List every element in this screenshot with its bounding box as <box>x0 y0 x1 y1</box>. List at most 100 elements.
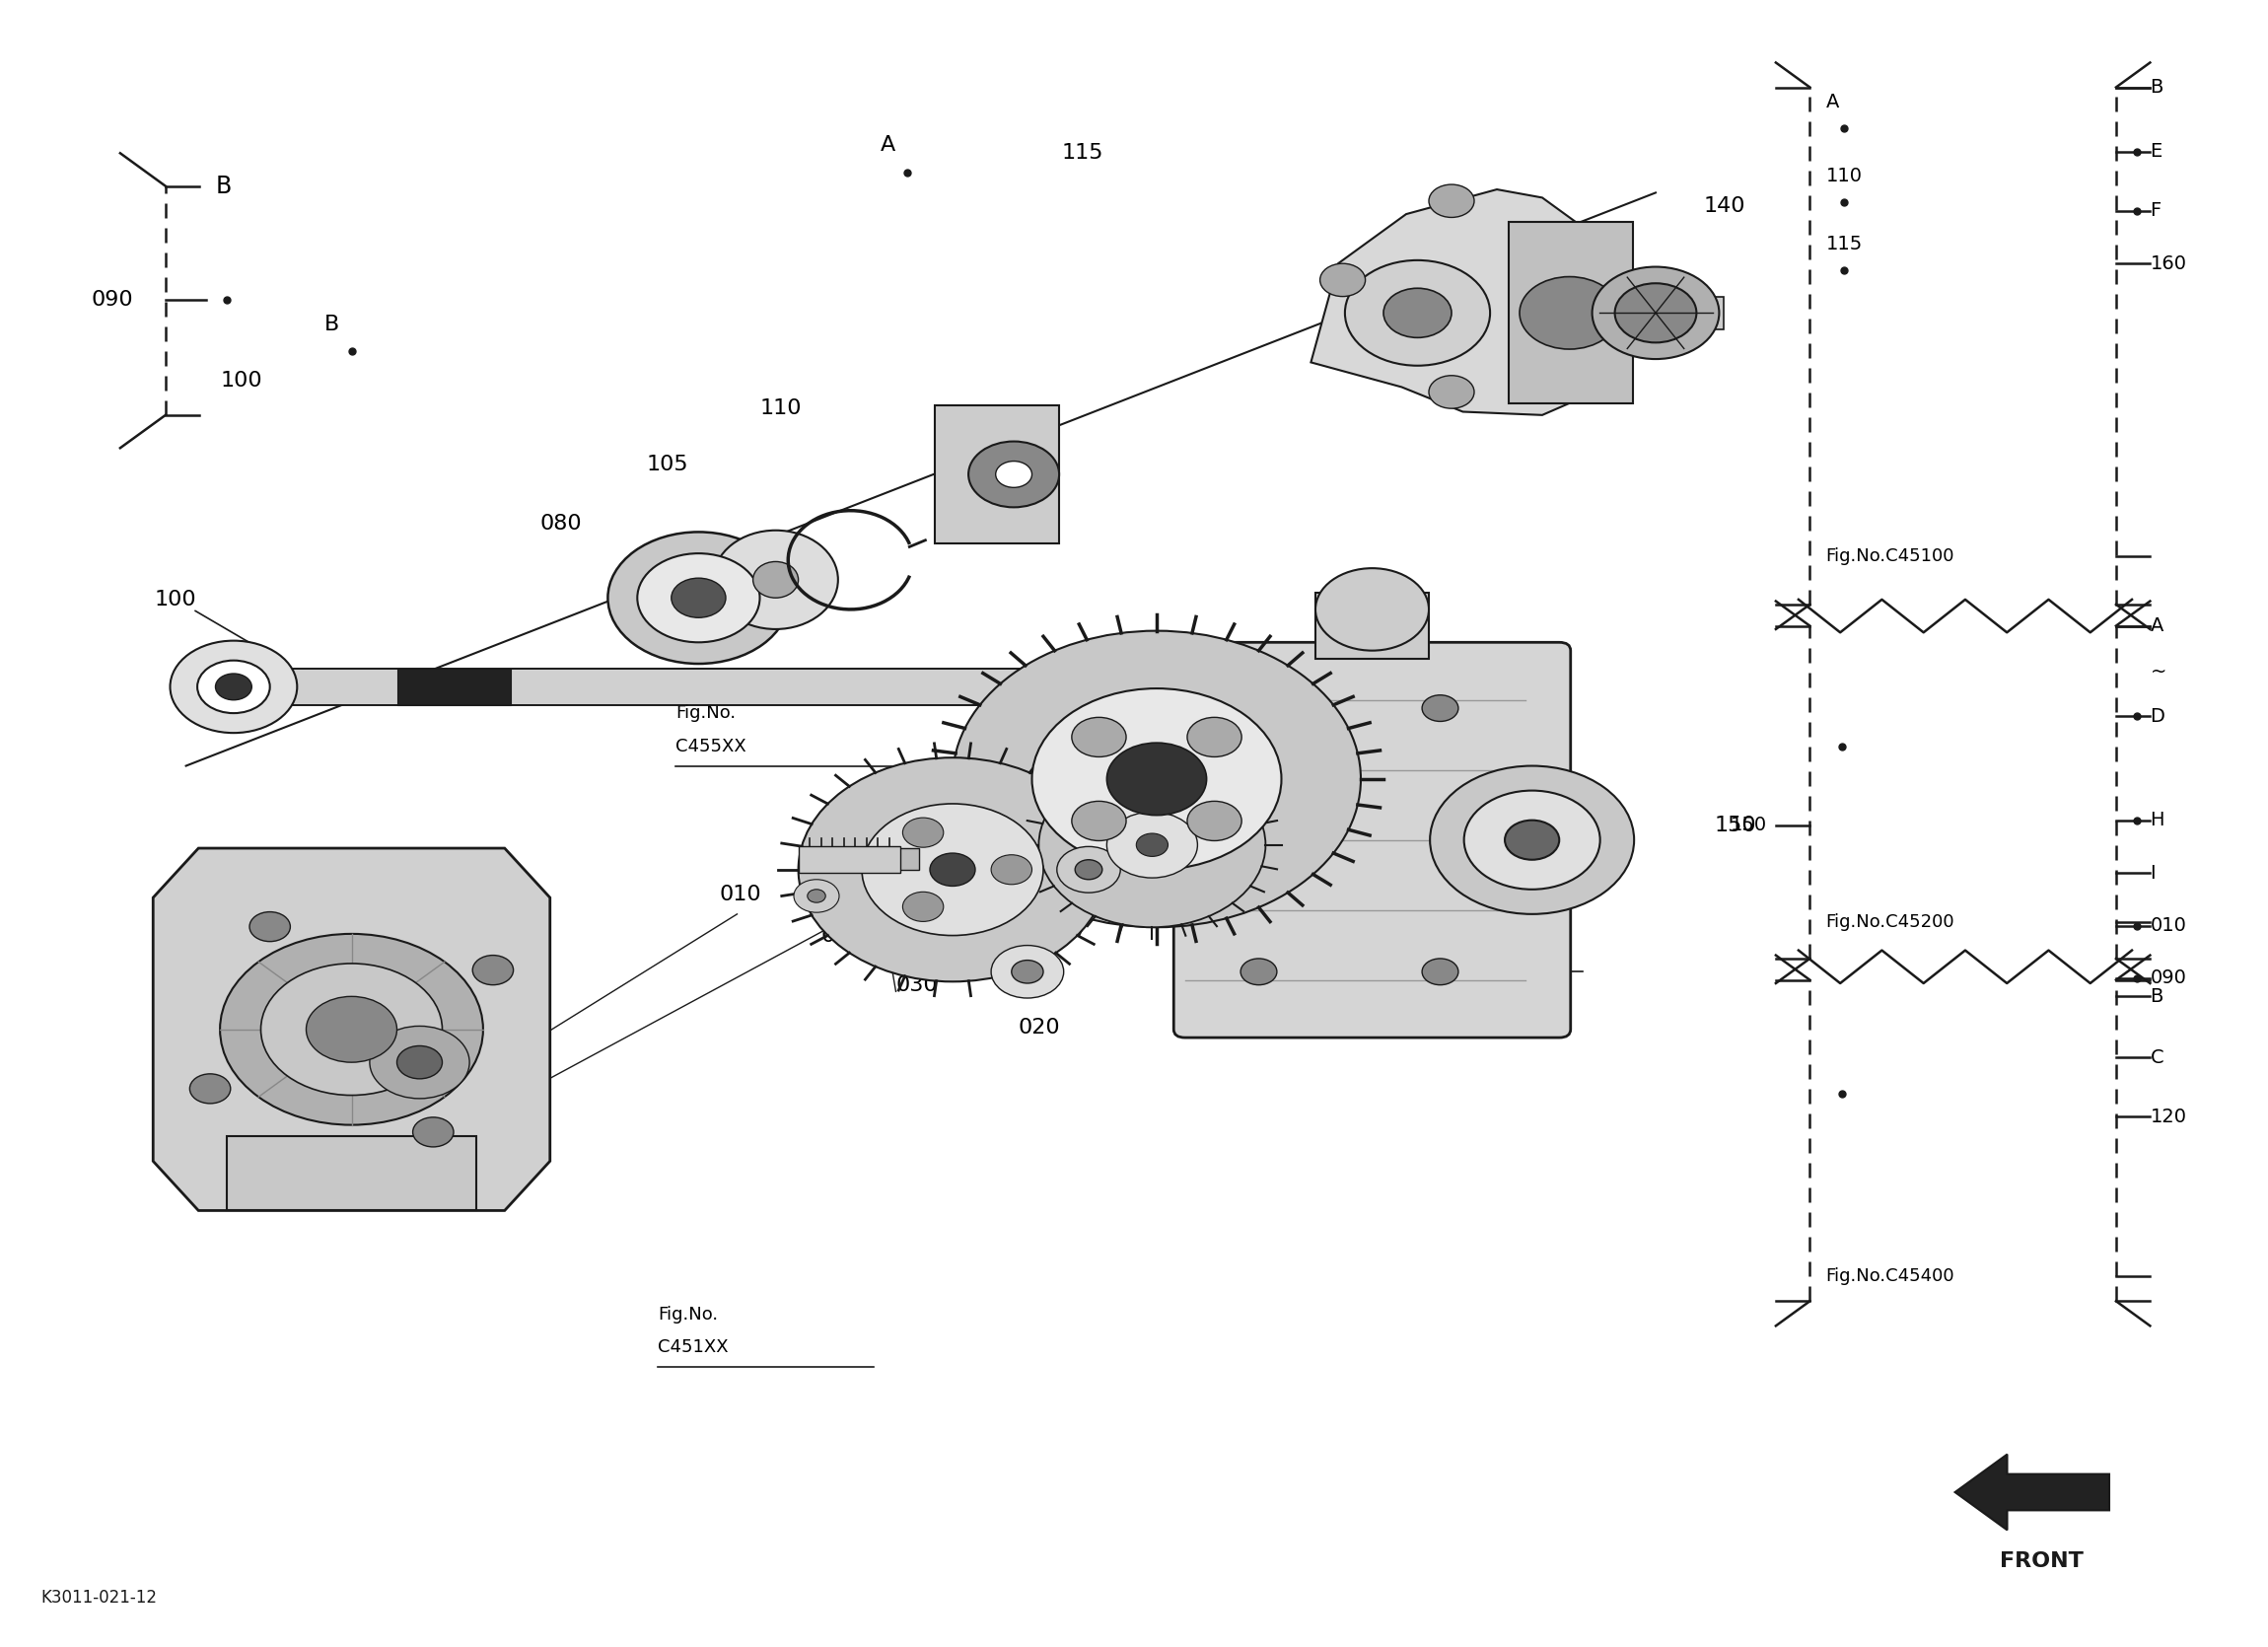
Circle shape <box>1186 800 1241 840</box>
Circle shape <box>1073 718 1127 758</box>
Circle shape <box>794 879 839 912</box>
Text: 090: 090 <box>91 290 134 310</box>
Circle shape <box>220 934 483 1125</box>
Circle shape <box>1429 376 1474 408</box>
Text: A: A <box>880 135 896 155</box>
Circle shape <box>1163 771 1261 843</box>
Circle shape <box>862 804 1043 935</box>
Circle shape <box>1241 959 1277 985</box>
Text: C451XX: C451XX <box>658 1339 728 1355</box>
Circle shape <box>903 893 943 922</box>
Text: 100: 100 <box>154 590 197 609</box>
Text: D: D <box>2150 707 2164 726</box>
Text: 110: 110 <box>760 399 801 418</box>
Circle shape <box>1012 960 1043 983</box>
Circle shape <box>1057 847 1120 893</box>
Text: Fig.No.: Fig.No. <box>1368 911 1429 927</box>
Circle shape <box>197 660 270 713</box>
Circle shape <box>306 996 397 1062</box>
Circle shape <box>397 1046 442 1079</box>
Text: Fig.No.: Fig.No. <box>676 705 737 721</box>
Text: 090: 090 <box>2150 968 2186 988</box>
Circle shape <box>991 855 1032 884</box>
Text: Fig.No.C45200: Fig.No.C45200 <box>1826 914 1955 931</box>
Text: 120: 120 <box>1379 331 1420 351</box>
Circle shape <box>261 963 442 1095</box>
Text: K3011-021-12: K3011-021-12 <box>41 1589 156 1606</box>
Circle shape <box>1520 277 1619 349</box>
Text: ~: ~ <box>2150 662 2166 682</box>
Bar <box>798 847 900 873</box>
Circle shape <box>1383 288 1452 338</box>
Polygon shape <box>154 848 551 1211</box>
Ellipse shape <box>753 562 798 598</box>
Bar <box>1315 593 1429 659</box>
Circle shape <box>370 1026 469 1099</box>
Circle shape <box>1136 833 1168 856</box>
Text: 060: 060 <box>1243 710 1286 730</box>
Circle shape <box>1032 688 1281 870</box>
Text: 080: 080 <box>540 514 583 534</box>
Text: B: B <box>2150 77 2164 97</box>
Circle shape <box>1039 763 1266 927</box>
Text: A: A <box>1826 92 1839 112</box>
Circle shape <box>1186 718 1241 758</box>
Circle shape <box>1429 766 1633 914</box>
Bar <box>934 405 1059 544</box>
Bar <box>209 669 1259 705</box>
Text: C455XX: C455XX <box>676 738 746 754</box>
Text: B: B <box>324 315 340 334</box>
Circle shape <box>1107 812 1198 878</box>
Text: 130: 130 <box>1547 254 1588 273</box>
Text: 040: 040 <box>821 926 864 945</box>
Text: C451XX: C451XX <box>1368 944 1438 960</box>
Circle shape <box>1345 260 1490 366</box>
Circle shape <box>170 641 297 733</box>
Text: Fig.No.C45100: Fig.No.C45100 <box>1826 548 1955 565</box>
Circle shape <box>608 532 789 664</box>
Circle shape <box>215 674 252 700</box>
Text: E: E <box>2150 142 2161 161</box>
Circle shape <box>1241 695 1277 721</box>
Text: B: B <box>2150 987 2164 1006</box>
Text: A: A <box>2150 616 2164 636</box>
Circle shape <box>953 631 1361 927</box>
Text: 150: 150 <box>1730 815 1767 835</box>
Text: 105: 105 <box>646 455 689 474</box>
Text: H: H <box>2150 810 2164 830</box>
FancyBboxPatch shape <box>1175 642 1569 1038</box>
Text: F: F <box>2150 201 2161 221</box>
Circle shape <box>637 553 760 642</box>
Circle shape <box>1107 743 1207 815</box>
Circle shape <box>671 578 726 618</box>
Circle shape <box>903 817 943 847</box>
Text: 110: 110 <box>1826 166 1862 186</box>
Circle shape <box>996 461 1032 488</box>
Text: Fig.No.: Fig.No. <box>658 1306 719 1323</box>
Circle shape <box>1422 695 1458 721</box>
Circle shape <box>991 945 1064 998</box>
Polygon shape <box>1955 1454 2109 1530</box>
Circle shape <box>1075 860 1102 879</box>
Circle shape <box>1615 283 1696 343</box>
Circle shape <box>1073 800 1127 840</box>
Circle shape <box>191 1074 231 1103</box>
Text: 160: 160 <box>2150 254 2186 273</box>
Bar <box>397 669 510 705</box>
Text: 010: 010 <box>719 884 762 904</box>
Text: 120: 120 <box>2150 1107 2186 1127</box>
Text: 030: 030 <box>896 975 939 995</box>
Text: 115: 115 <box>1061 143 1102 163</box>
Bar <box>828 848 919 870</box>
Circle shape <box>968 441 1059 507</box>
Text: 010: 010 <box>2150 916 2186 935</box>
Circle shape <box>413 1117 454 1146</box>
Text: 115: 115 <box>1826 234 1862 254</box>
Text: 140: 140 <box>1703 196 1744 216</box>
Circle shape <box>807 889 826 903</box>
Bar <box>1497 296 1724 329</box>
Circle shape <box>1429 184 1474 217</box>
Text: 150: 150 <box>1715 815 1758 835</box>
Text: 020: 020 <box>1018 1018 1061 1038</box>
Bar <box>227 1136 476 1211</box>
